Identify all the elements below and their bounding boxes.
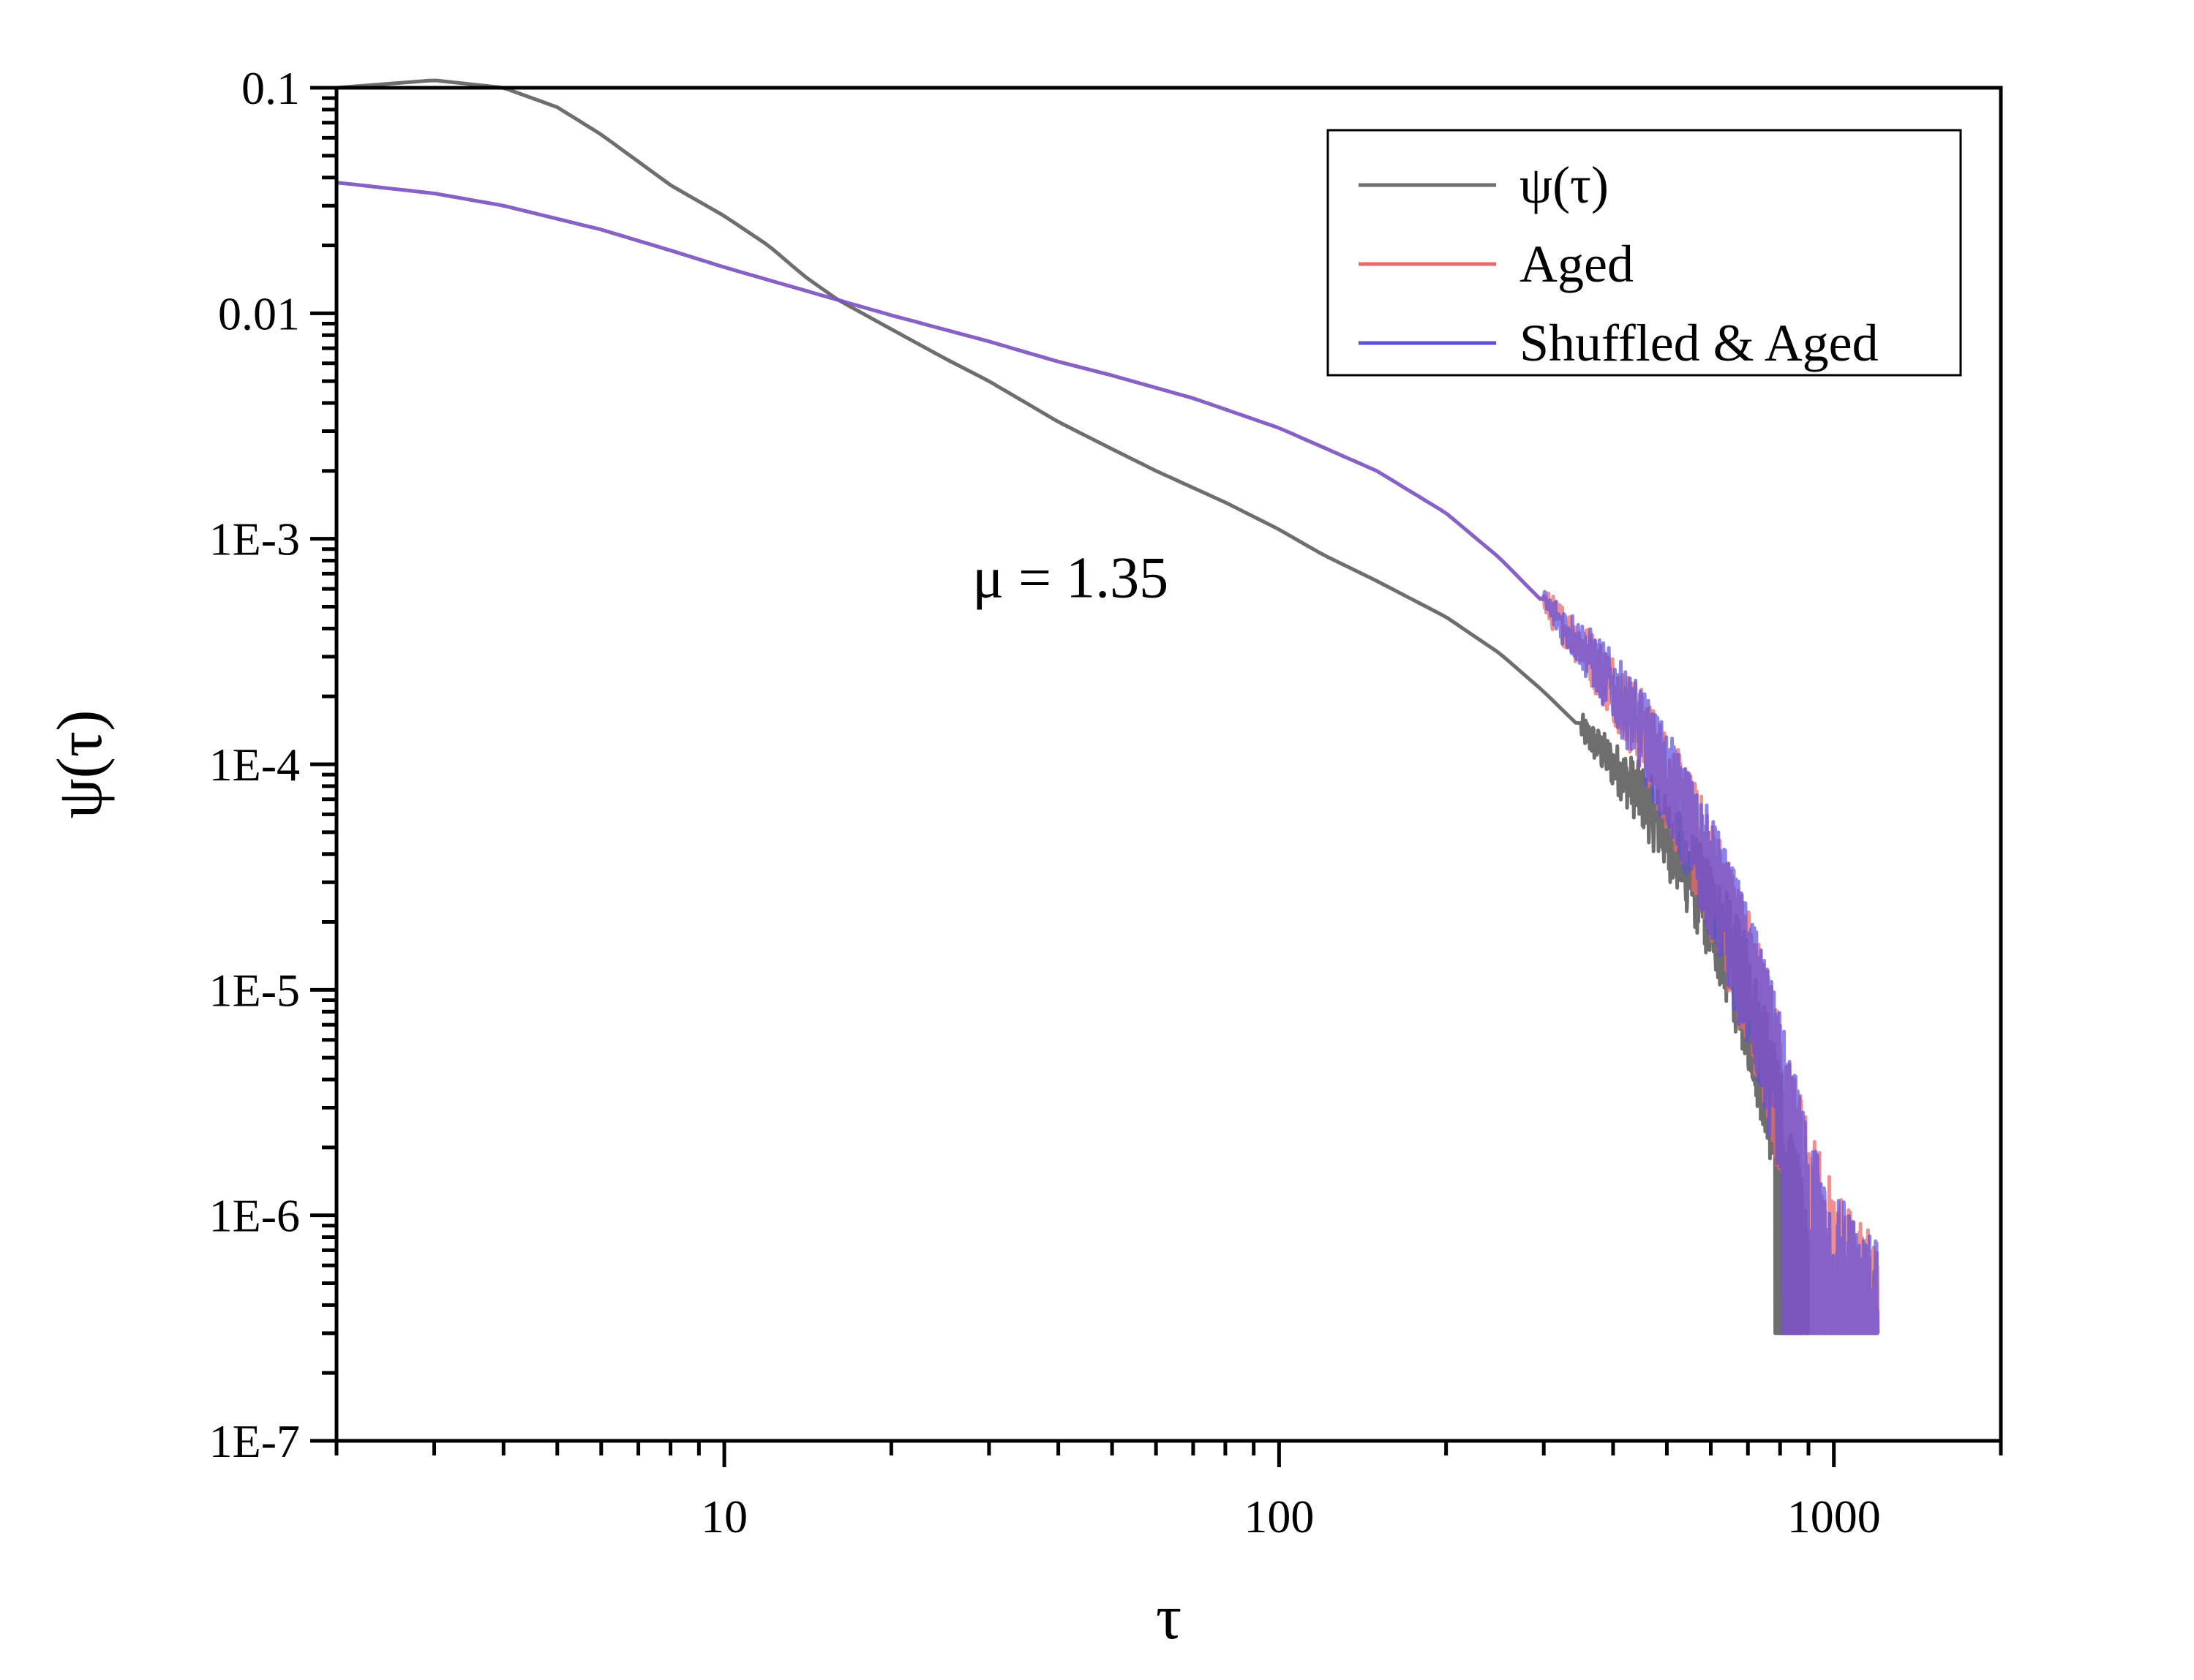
- x-axis-label: τ: [1156, 1582, 1181, 1653]
- y-tick-label: 1E-5: [209, 964, 300, 1016]
- y-tick-label: 1E-6: [209, 1190, 300, 1242]
- y-tick-label: 1E-7: [209, 1415, 300, 1467]
- legend-label-shuffled-aged: Shuffled & Aged: [1519, 314, 1879, 372]
- x-tick-label: 1000: [1787, 1491, 1881, 1542]
- series-shuffled-aged-line: [336, 181, 1880, 1336]
- legend-label-aged: Aged: [1519, 235, 1634, 293]
- legend: ψ(τ) Aged Shuffled & Aged: [1326, 129, 1962, 377]
- y-tick-label: 1E-3: [209, 513, 300, 565]
- mu-annotation: μ = 1.35: [972, 546, 1168, 611]
- plot-frame: [334, 86, 2003, 1443]
- ticks-layer: 10 100 1000 0.1 0.01 1E-3 1E-4 1E-5 1E-6 1E-7: [209, 62, 2003, 1542]
- series-layer: [336, 78, 1880, 1336]
- y-tick-label: 0.1: [241, 62, 300, 114]
- y-tick-label: 1E-4: [209, 739, 300, 791]
- legend-label-psi: ψ(τ): [1519, 156, 1609, 214]
- x-tick-label: 100: [1244, 1491, 1314, 1542]
- x-tick-label: 10: [701, 1491, 748, 1542]
- y-tick-label: 0.01: [218, 287, 300, 339]
- y-axis-label: ψ(τ): [45, 709, 116, 818]
- legend-box: [1326, 129, 1962, 377]
